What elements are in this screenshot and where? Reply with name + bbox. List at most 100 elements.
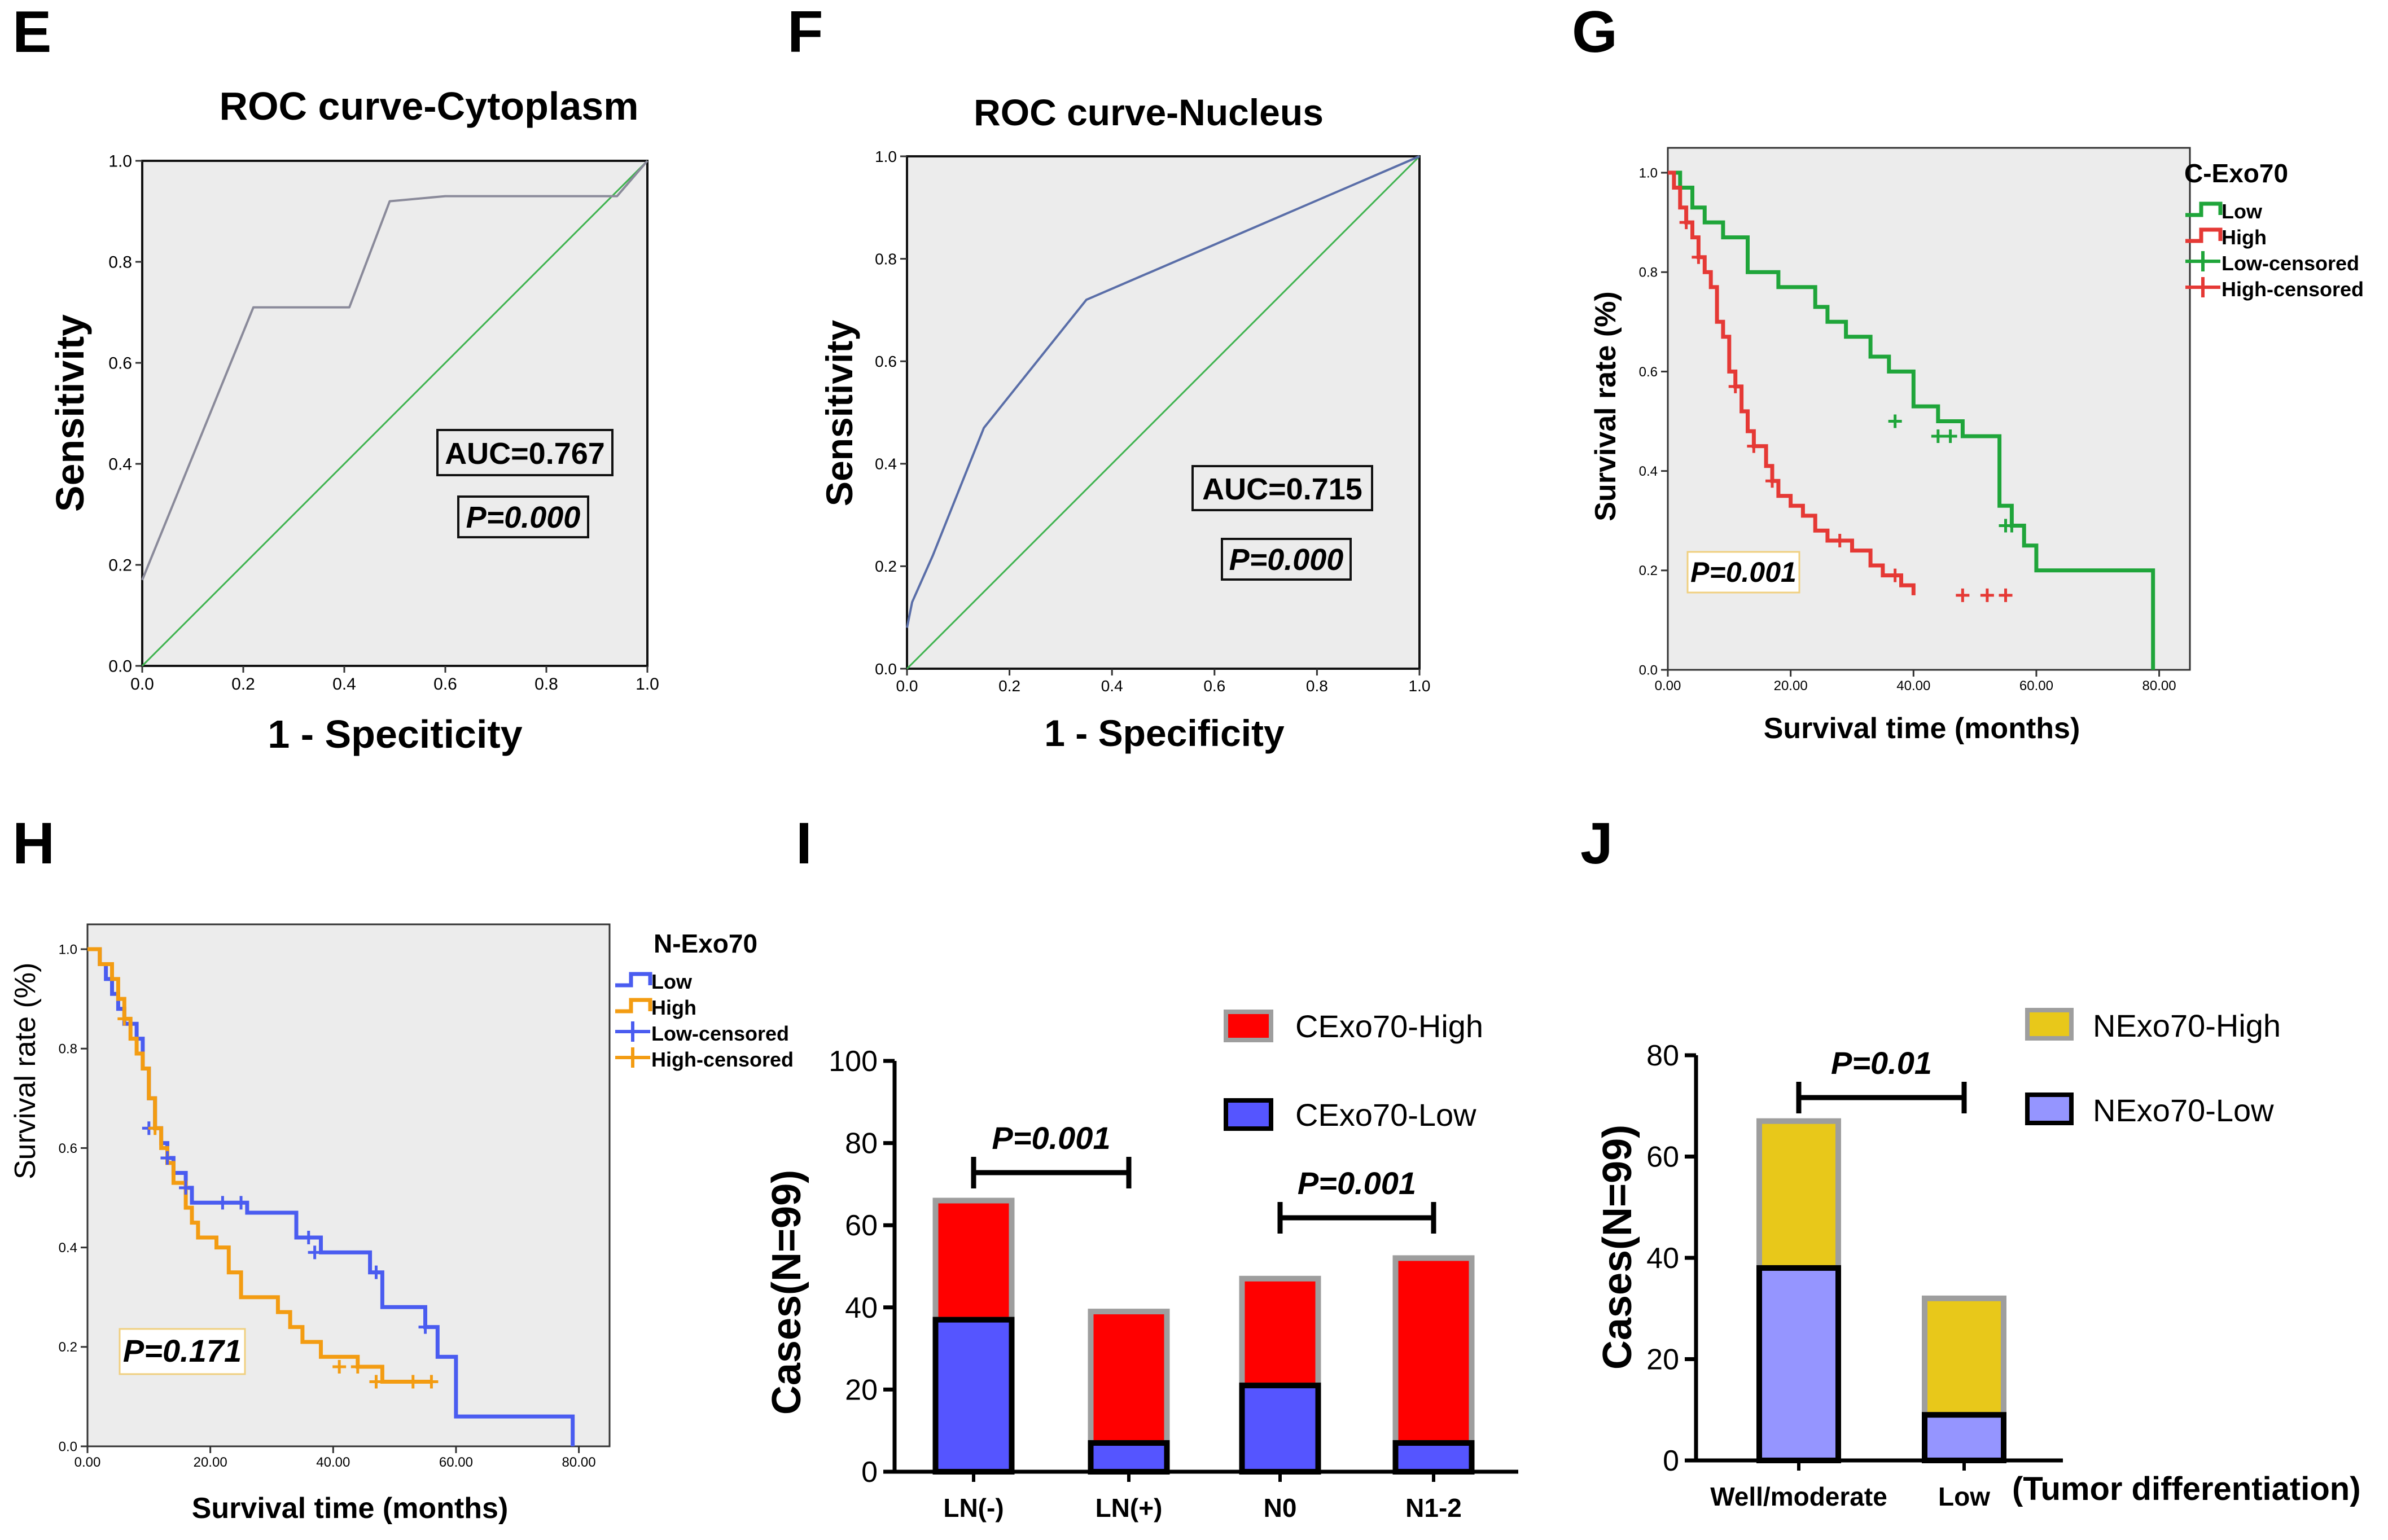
y-tick-label: 0.2 — [1639, 563, 1658, 578]
low-censored-mark — [1888, 414, 1902, 428]
y-tick-label: 0.0 — [875, 660, 897, 678]
y-tick-label: 0.4 — [108, 455, 132, 474]
y-tick-label: 0.8 — [59, 1042, 77, 1057]
high-censored-mark — [1833, 533, 1847, 547]
x-tick-label: 0.6 — [1203, 677, 1225, 695]
legend-swatch — [2185, 201, 2223, 217]
low-censored-mark — [1943, 429, 1957, 443]
y-tick-label: 1.0 — [875, 148, 897, 165]
survival-curves — [87, 947, 575, 1446]
y-tick-label: 0.4 — [59, 1240, 77, 1256]
category-suffix: (Tumor differentiation) — [2012, 1471, 2361, 1507]
bar-low-segment — [1392, 1440, 1475, 1475]
legend-swatch-low — [1224, 1098, 1273, 1131]
significance-label: P=0.001 — [992, 1120, 1110, 1156]
x-tick-label: 0.2 — [231, 675, 255, 694]
y-axis-label: Survival rate (%) — [9, 963, 42, 1179]
legend-label: High-censored — [2222, 278, 2364, 301]
bar-high-segment — [1756, 1118, 1841, 1271]
x-tick-label: 0.8 — [1306, 677, 1328, 695]
roc-curve — [906, 155, 1420, 628]
auc-value: AUC=0.715 — [1202, 472, 1362, 506]
x-tick-label: 80.00 — [2142, 678, 2176, 694]
low-censored-mark — [234, 1196, 248, 1210]
x-axis-label: 1 - Specificity — [1044, 712, 1285, 754]
legend-label-low: CExo70-Low — [1295, 1097, 1476, 1133]
x-axis-label: 1 - Speciticity — [268, 712, 522, 756]
low-censored-mark — [216, 1196, 230, 1210]
x-tick-label: 20.00 — [194, 1455, 227, 1470]
legend-label: Low-censored — [2222, 252, 2359, 275]
y-axis-label: Survival rate (%) — [1589, 291, 1622, 521]
y-axis-label: Cases(N=99) — [764, 1170, 809, 1415]
legend-swatch — [615, 1047, 650, 1068]
significance-bracket — [1796, 1082, 1967, 1113]
axis-ticks: 0.0 0.2 0.4 0.6 0.8 1.0 0.0 0.2 0.4 0.6 0.8 1.0 — [875, 148, 1430, 695]
panel-label-f: F — [787, 0, 823, 65]
roc-curve — [141, 160, 649, 581]
legend-label-high: CExo70-High — [1295, 1008, 1483, 1044]
legend: Low High Low-censored High-censored — [615, 970, 794, 1071]
y-tick-label: 40 — [1646, 1242, 1679, 1275]
high-censored-mark — [406, 1375, 420, 1389]
x-tick-label: 0.00 — [1655, 678, 1681, 694]
y-tick-label: 80 — [845, 1127, 878, 1160]
panel-label-j: J — [1580, 811, 1613, 876]
bar-high-segment — [932, 1197, 1015, 1323]
y-tick-label: 0.6 — [875, 353, 897, 370]
p-value: P=0.001 — [1690, 556, 1797, 588]
high-censored-mark — [1765, 474, 1779, 488]
bar-high-segment — [1922, 1295, 2006, 1418]
high-censored-mark — [1728, 379, 1742, 393]
y-tick-label: 80 — [1646, 1039, 1679, 1072]
legend-title: C-Exo70 — [2184, 159, 2288, 188]
y-tick-label: 0.0 — [1639, 662, 1658, 678]
legend-label: High — [2222, 226, 2267, 249]
bar-high-segment — [1239, 1275, 1321, 1389]
legend-swatch — [2185, 277, 2220, 297]
high-censored-mark — [1692, 250, 1706, 264]
auc-box — [1191, 465, 1373, 511]
chart-title: ROC curve-Cytoplasm — [220, 84, 639, 128]
significance-bracket — [1277, 1202, 1436, 1234]
p-value-box — [119, 1328, 246, 1375]
low-censored-mark — [369, 1265, 383, 1279]
legend-label: High — [651, 996, 696, 1019]
high-censored-mark — [350, 1360, 365, 1374]
y-tick-label: 60 — [845, 1209, 878, 1242]
category-label: LN(-) — [943, 1493, 1004, 1523]
x-axis-label: Survival time (months) — [192, 1492, 509, 1525]
low-censored-mark — [1931, 429, 1945, 443]
panel-label-i: I — [796, 811, 812, 876]
y-tick-label: 100 — [829, 1045, 878, 1078]
significance-bracket — [971, 1157, 1132, 1188]
legend-swatch — [2185, 227, 2223, 243]
x-tick-label: 60.00 — [439, 1455, 473, 1470]
panel-label-e: E — [12, 0, 51, 65]
legend-swatch-high — [2025, 1008, 2074, 1041]
survival-curves — [1668, 170, 2155, 670]
x-tick-label: 40.00 — [316, 1455, 350, 1470]
legend: CExo70-High CExo70-Low — [1224, 1008, 1483, 1133]
y-tick-label: 1.0 — [108, 152, 132, 171]
p-value-box — [1686, 551, 1800, 594]
y-tick-label: 0.6 — [59, 1141, 77, 1156]
y-tick-label: 0 — [861, 1456, 878, 1489]
y-tick-label: 1.0 — [59, 942, 77, 957]
series-lines — [141, 160, 649, 667]
bar-high-segment — [1088, 1309, 1170, 1446]
legend-swatch — [615, 1021, 650, 1042]
legend: NExo70-High NExo70-Low — [2025, 1008, 2281, 1128]
low-censored-mark — [418, 1320, 432, 1334]
significance-label: P=0.001 — [1298, 1165, 1416, 1201]
high-censored-mark — [424, 1375, 439, 1389]
p-value-box — [457, 495, 589, 538]
axis-ticks: 0.00 20.00 40.00 60.00 80.00 0.0 0.2 0.4 0.6 0.8 1… — [1639, 165, 2176, 694]
high-censored-mark — [1888, 568, 1902, 582]
low-censored-mark — [308, 1245, 322, 1260]
low-censored-mark — [179, 1181, 193, 1195]
legend-title: N-Exo70 — [654, 929, 757, 958]
significance-label: P=0.01 — [1831, 1045, 1932, 1081]
high-censored-mark — [1956, 588, 1970, 602]
